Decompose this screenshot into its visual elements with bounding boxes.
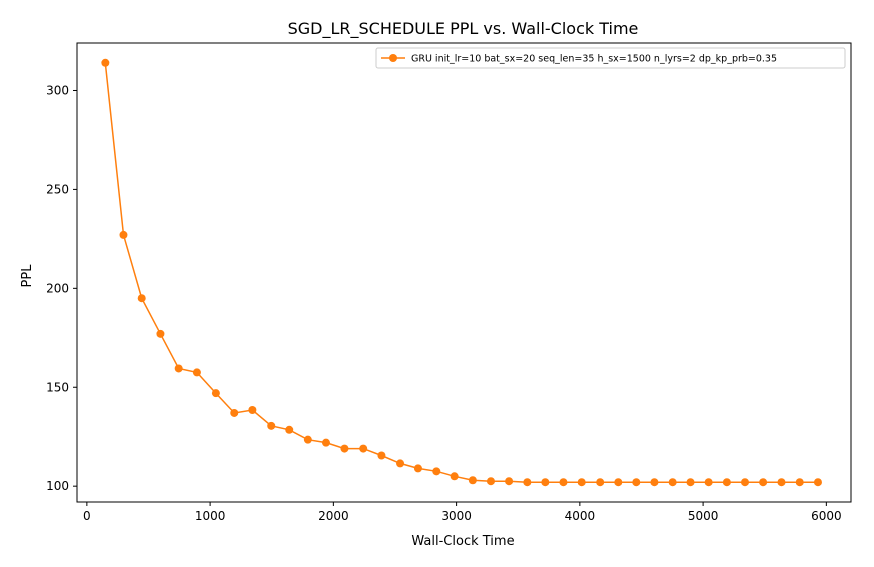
data-point <box>340 444 349 453</box>
legend-label: GRU init_lr=10 bat_sx=20 seq_len=35 h_sx… <box>411 54 777 65</box>
legend: GRU init_lr=10 bat_sx=20 seq_len=35 h_sx… <box>375 47 846 69</box>
y-tick-label: 300 <box>46 83 69 97</box>
legend-marker-swatch <box>389 54 397 62</box>
data-point <box>321 438 330 447</box>
data-point <box>285 425 294 434</box>
series-layer <box>101 58 822 487</box>
series-line <box>104 62 818 483</box>
y-axis: 100 150 200 250 300 <box>46 83 77 493</box>
x-tick-label: 6000 <box>811 509 842 523</box>
data-point <box>632 478 641 487</box>
y-tick-label: 100 <box>46 479 69 493</box>
data-point <box>192 368 201 377</box>
data-point <box>303 435 312 444</box>
data-point <box>359 444 368 453</box>
data-point <box>230 408 239 417</box>
data-point <box>450 472 459 481</box>
data-point <box>248 406 257 415</box>
data-point <box>777 478 786 487</box>
data-point <box>432 467 441 476</box>
x-tick-label: 5000 <box>688 509 719 523</box>
x-tick-label: 3000 <box>441 509 472 523</box>
data-point <box>650 478 659 487</box>
data-point <box>577 478 586 487</box>
data-point <box>468 476 477 485</box>
plot-area <box>76 42 852 503</box>
y-axis-label: PPL <box>20 264 35 288</box>
data-point <box>559 478 568 487</box>
x-tick-label: 2000 <box>318 509 349 523</box>
data-point <box>486 477 495 486</box>
data-point <box>795 478 804 487</box>
data-point <box>505 477 514 486</box>
data-point <box>523 478 532 487</box>
data-point <box>211 389 220 398</box>
data-point <box>174 364 183 373</box>
data-point <box>759 478 768 487</box>
data-point <box>137 294 146 303</box>
data-point <box>541 478 550 487</box>
data-point <box>396 459 405 468</box>
data-point <box>614 478 623 487</box>
y-tick-label: 250 <box>46 182 69 196</box>
y-tick-label: 200 <box>46 281 69 295</box>
data-point <box>668 478 677 487</box>
data-point <box>377 451 386 460</box>
y-tick-label: 150 <box>46 380 69 394</box>
data-point <box>267 421 276 430</box>
x-axis: 0 1000 2000 3000 4000 5000 6000 <box>83 502 842 523</box>
data-point <box>704 478 713 487</box>
data-point <box>596 478 605 487</box>
data-point <box>686 478 695 487</box>
x-tick-label: 0 <box>83 509 91 523</box>
data-point <box>741 478 750 487</box>
data-point <box>413 464 422 473</box>
data-point <box>722 478 731 487</box>
chart-title: SGD_LR_SCHEDULE PPL vs. Wall-Clock Time <box>288 19 639 39</box>
data-point <box>101 58 110 67</box>
data-point <box>813 478 822 487</box>
data-point <box>156 329 165 338</box>
x-tick-label: 4000 <box>565 509 596 523</box>
x-axis-label: Wall-Clock Time <box>411 534 514 549</box>
data-point <box>119 230 128 239</box>
legend-box <box>375 47 846 69</box>
x-tick-label: 1000 <box>195 509 226 523</box>
